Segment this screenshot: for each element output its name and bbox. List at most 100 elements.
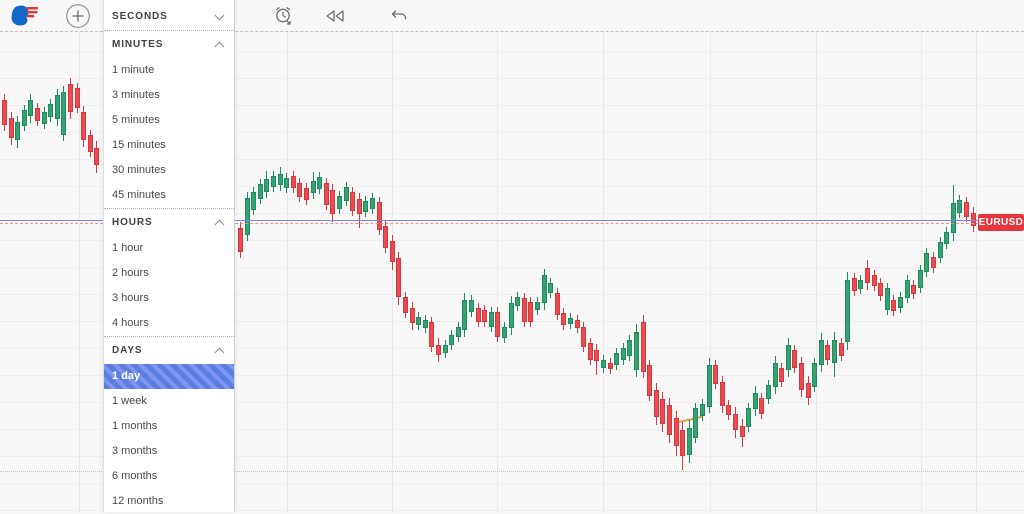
candle-up — [548, 283, 554, 293]
interval-item-1-day[interactable]: 1 day — [104, 364, 234, 389]
interval-item-30-minutes[interactable]: 30 minutes — [112, 164, 166, 176]
price-line-blue[interactable] — [0, 220, 1024, 221]
gridline-vertical — [603, 31, 604, 512]
candle-down — [94, 148, 100, 165]
gridline-horizontal — [0, 456, 1024, 457]
undo-button[interactable] — [386, 0, 410, 31]
interval-section-header-days[interactable]: DAYS — [104, 337, 234, 364]
candle-down — [323, 183, 329, 205]
undo-icon — [391, 9, 407, 19]
candle-up — [317, 177, 323, 189]
candle-up — [752, 393, 758, 409]
interval-item-3-months[interactable]: 3 months — [112, 445, 158, 457]
candle-down — [403, 297, 408, 313]
interval-item-5-minutes[interactable]: 5 minutes — [112, 114, 160, 126]
candle-down — [2, 100, 7, 125]
candle-up — [627, 340, 633, 356]
candle-up — [924, 253, 930, 272]
interval-item-3-minutes[interactable]: 3 minutes — [112, 89, 160, 101]
candle-down — [640, 322, 646, 372]
interval-item-12-months[interactable]: 12 months — [112, 495, 164, 507]
interval-item-1-week[interactable]: 1 week — [112, 395, 147, 407]
interval-item-6-months[interactable]: 6 months — [112, 470, 158, 482]
candle-down — [8, 118, 14, 138]
candle-down — [304, 188, 309, 200]
candle-down — [68, 84, 73, 112]
candle-down — [482, 310, 488, 322]
rewind-button[interactable] — [322, 0, 348, 31]
candle-up — [541, 275, 547, 303]
candle-up — [620, 348, 626, 360]
candle-down — [719, 382, 725, 406]
price-line-last[interactable] — [0, 223, 1024, 224]
candle-up — [28, 100, 34, 116]
alert-button[interactable] — [270, 0, 296, 31]
candle-down — [330, 190, 336, 214]
candle-up — [442, 345, 448, 353]
interval-item-3-hours[interactable]: 3 hours — [112, 292, 149, 304]
candle-down — [356, 199, 362, 214]
candle-down — [680, 430, 686, 456]
candle-down — [878, 283, 884, 296]
interval-section-header-seconds[interactable]: SECONDS — [104, 3, 234, 30]
candle-down — [964, 202, 969, 217]
gridline-vertical — [79, 31, 80, 512]
candle-up — [310, 181, 316, 193]
gridline-horizontal — [0, 240, 1024, 241]
candle-up — [343, 187, 349, 201]
gridline-horizontal — [0, 402, 1024, 403]
interval-item-1-hour[interactable]: 1 hour — [112, 242, 144, 254]
gridline-horizontal — [0, 267, 1024, 268]
candle-up — [244, 198, 250, 235]
candle-down — [667, 405, 672, 435]
gridline-horizontal — [0, 105, 1024, 106]
candle-up — [462, 300, 468, 330]
interval-item-45-minutes[interactable]: 45 minutes — [112, 189, 166, 201]
interval-section-seconds: SECONDS — [104, 3, 234, 30]
gridline-horizontal — [0, 213, 1024, 214]
gridline-vertical — [816, 31, 817, 512]
section-label: SECONDS — [112, 11, 168, 22]
candle-up — [416, 317, 422, 325]
candle-up — [48, 104, 54, 117]
interval-item-4-hours[interactable]: 4 hours — [112, 317, 149, 329]
candle-down — [290, 176, 296, 188]
brand-logo[interactable] — [6, 0, 42, 31]
section-label: DAYS — [112, 345, 143, 356]
candle-up — [772, 363, 778, 387]
candle-up — [488, 312, 494, 327]
gridline-horizontal — [0, 51, 1024, 52]
candle-up — [264, 179, 270, 192]
interval-item-2-hours[interactable]: 2 hours — [112, 267, 149, 279]
candle-down — [594, 350, 600, 361]
candle-down — [825, 345, 831, 360]
candle-up — [686, 428, 692, 455]
plus-icon — [65, 3, 90, 28]
candle-up — [944, 232, 950, 244]
candle-down — [35, 108, 40, 121]
interval-section-header-minutes[interactable]: MINUTES — [104, 31, 234, 58]
candle-down — [970, 213, 976, 226]
candle-up — [370, 198, 375, 209]
interval-section-header-hours[interactable]: HOURS — [104, 209, 234, 236]
chevron-up-icon — [214, 219, 225, 230]
candle-up — [950, 203, 956, 233]
interval-section-hours: HOURS 1 hour 2 hours 3 hours 4 hours — [104, 208, 234, 336]
candle-down — [911, 285, 917, 294]
add-button[interactable] — [64, 0, 91, 31]
candle-up — [271, 176, 276, 187]
candle-up — [251, 192, 257, 210]
interval-item-15-minutes[interactable]: 15 minutes — [112, 139, 166, 151]
candle-down — [475, 308, 481, 322]
candle-down — [759, 398, 765, 414]
candle-down — [574, 320, 580, 328]
gridline-horizontal — [0, 78, 1024, 79]
candle-up — [937, 242, 943, 258]
candle-down — [561, 313, 567, 325]
candle-up — [746, 408, 752, 427]
interval-item-1-minute[interactable]: 1 minute — [112, 64, 155, 76]
interval-item-1-months[interactable]: 1 months — [112, 420, 158, 432]
candle-down — [739, 426, 745, 437]
